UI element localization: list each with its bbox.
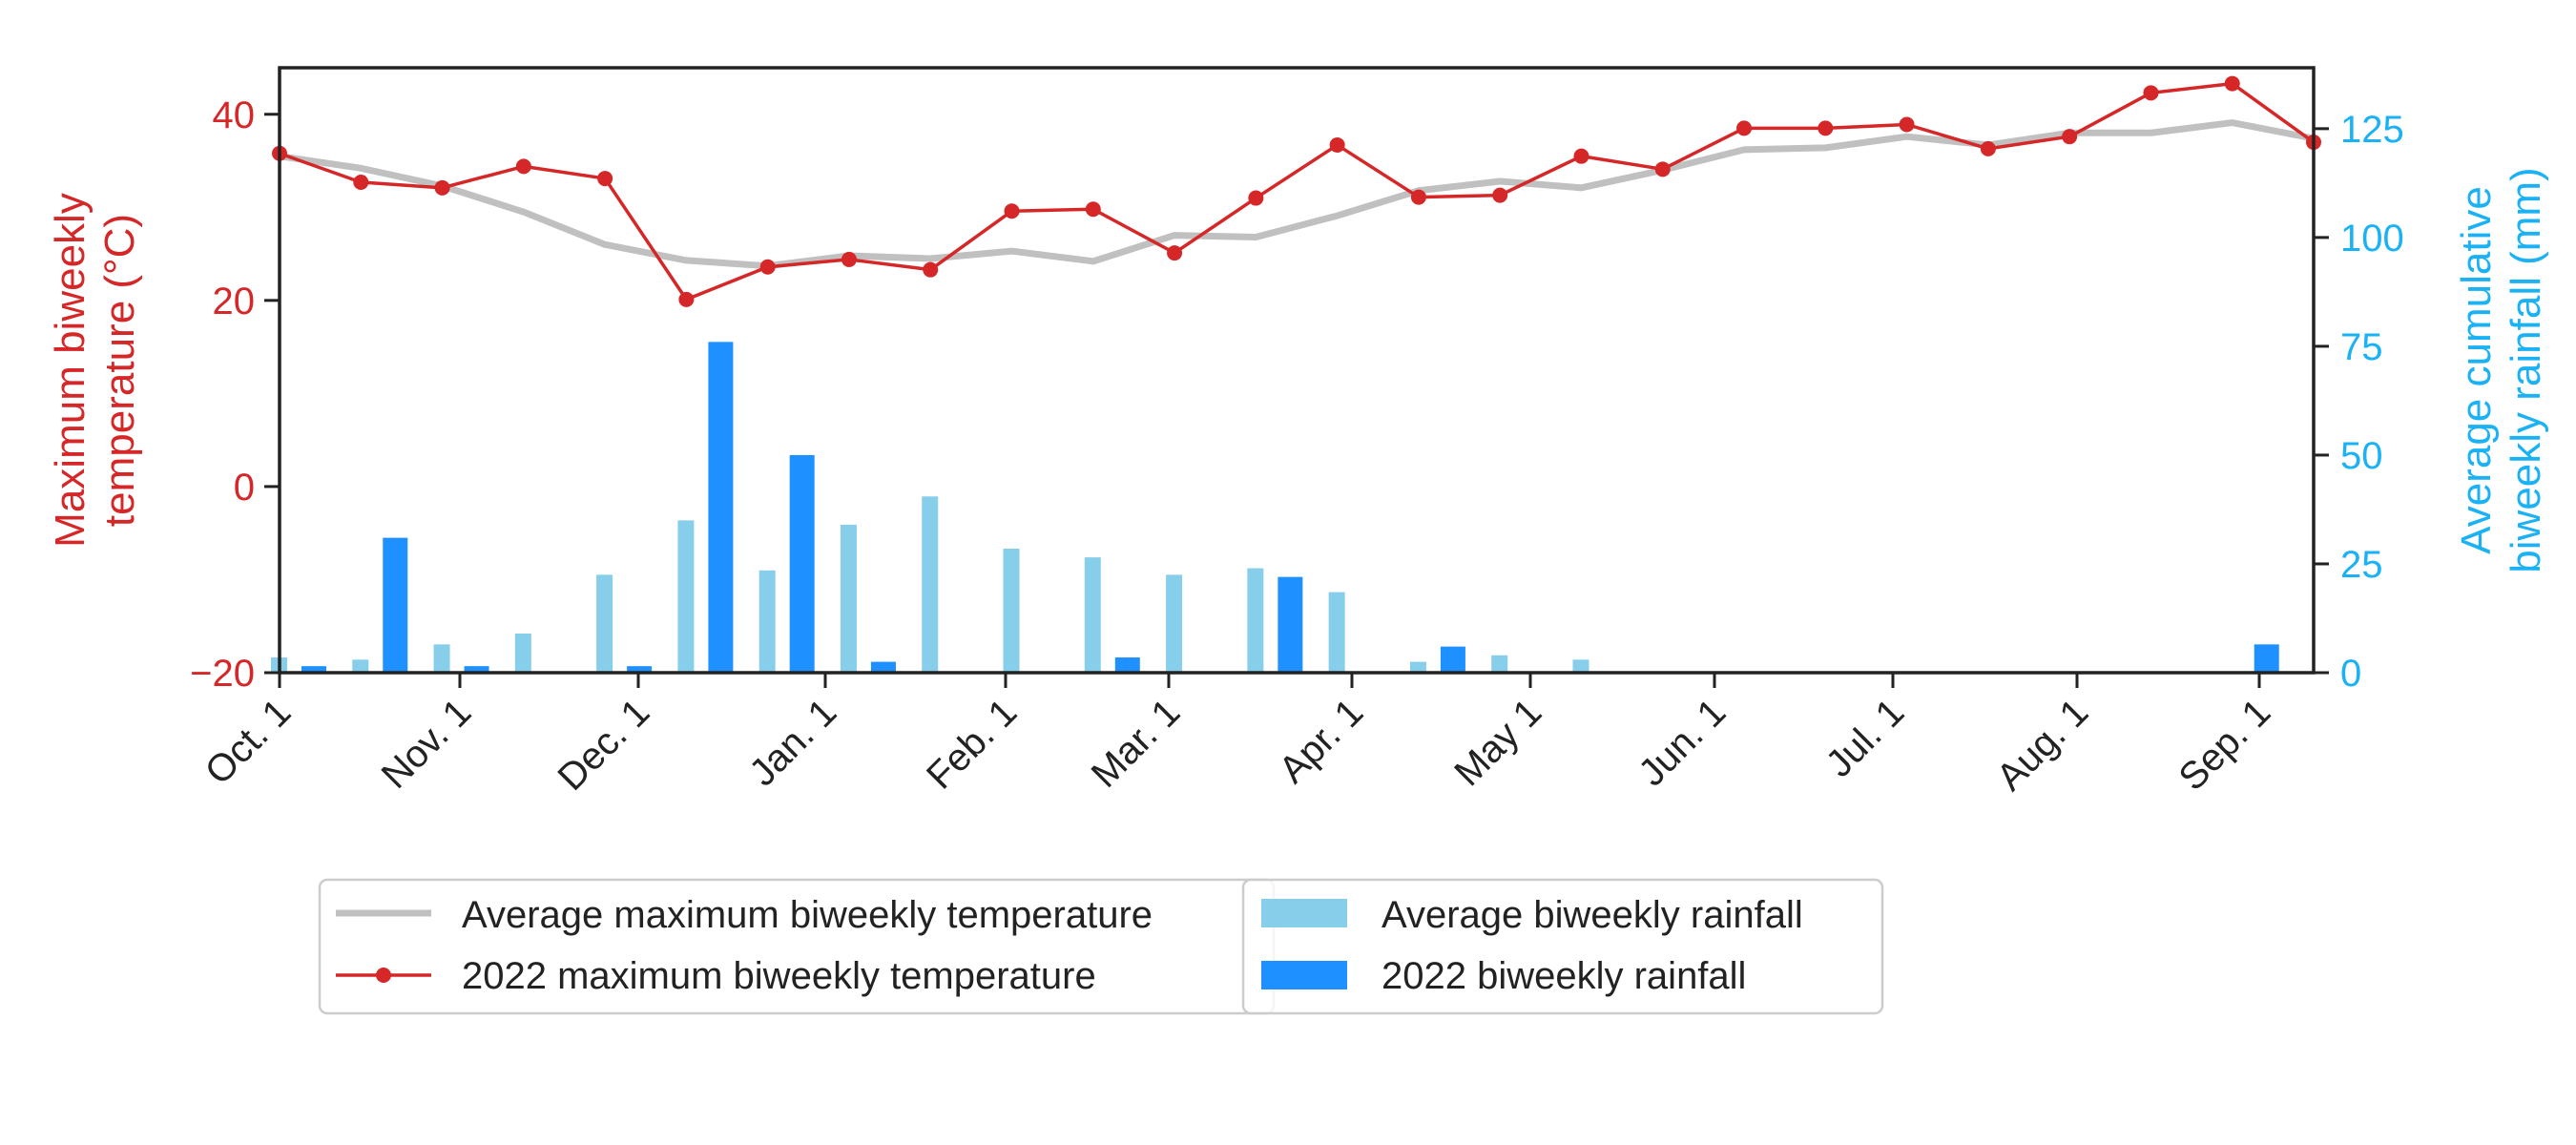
- temperature-2022-point: [1573, 148, 1589, 164]
- temperature-2022-point: [1492, 187, 1508, 203]
- temperature-2022-point: [1654, 161, 1671, 177]
- right-axis-ticks: 0 25 50 75 100 125: [2314, 109, 2404, 695]
- right-tick-label: 50: [2340, 435, 2383, 477]
- rainfall-2022-bar: [464, 666, 489, 673]
- temperature-2022-point: [1329, 136, 1345, 153]
- x-tick-label: Oct. 1: [197, 691, 300, 793]
- x-axis-ticks: Oct. 1 Nov. 1 Dec. 1 Jan. 1 Feb. 1 Mar. 1 Apr.…: [197, 673, 2278, 799]
- rainfall-2022-bar: [1440, 646, 1465, 673]
- temperature-lines: [272, 75, 2321, 307]
- rainfall-2022-bar: [383, 537, 408, 673]
- right-tick-label: 25: [2340, 544, 2383, 586]
- legend-label-2022-rain: 2022 biweekly rainfall: [1381, 955, 1746, 997]
- left-tick-label: −20: [190, 653, 255, 695]
- legend: Average maximum biweekly temperature 202…: [318, 878, 1884, 1015]
- avg-rainfall-bar: [596, 574, 613, 673]
- avg-rainfall-bar: [1247, 568, 1264, 673]
- legend-swatch-avg-rain: [1261, 899, 1347, 927]
- temperature-2022-line: [279, 81, 2316, 302]
- legend-label-avg-temp: Average maximum biweekly temperature: [462, 894, 1153, 936]
- temperature-2022-point: [434, 179, 450, 196]
- rainfall-2022-bar: [1114, 657, 1140, 673]
- temperature-2022-point: [2224, 75, 2240, 92]
- temperature-2022-point: [841, 251, 857, 267]
- x-tick-label: Jul. 1: [1818, 691, 1913, 785]
- x-tick-label: Jan. 1: [741, 691, 844, 794]
- right-axis-label-line1: Average cumulative: [2453, 186, 2500, 554]
- temperature-2022-point: [1004, 203, 1020, 219]
- avg-rainfall-bar: [840, 524, 857, 673]
- avg-rainfall-bar: [514, 633, 531, 673]
- rainfall-2022-bar: [2254, 644, 2279, 673]
- x-tick-label: Jun. 1: [1631, 691, 1734, 794]
- left-tick-label: 40: [213, 94, 256, 136]
- temperature-2022-point: [353, 174, 369, 190]
- temperature-2022-point: [2143, 85, 2159, 101]
- temperature-2022-point: [597, 171, 613, 187]
- left-tick-label: 20: [213, 281, 256, 323]
- temperature-2022-point: [1980, 140, 1996, 156]
- left-axis-label-line2: temperature (°C): [96, 214, 143, 527]
- temperature-2022-point: [1248, 190, 1264, 206]
- avg-rainfall-bar: [352, 659, 369, 673]
- x-tick-label: Feb. 1: [919, 691, 1025, 797]
- temperature-2022-point: [923, 261, 939, 278]
- right-tick-label: 100: [2340, 218, 2404, 260]
- legend-label-avg-rain: Average biweekly rainfall: [1381, 894, 1803, 936]
- avg-rainfall-bar: [433, 644, 450, 673]
- x-tick-label: Sep. 1: [2171, 691, 2278, 799]
- x-tick-label: Aug. 1: [1988, 691, 2096, 799]
- left-axis-ticks: −20 0 20 40: [190, 94, 280, 695]
- rainfall-2022-bar: [708, 342, 734, 673]
- avg-rainfall-bar: [922, 496, 939, 673]
- temperature-2022-point: [1167, 245, 1183, 261]
- x-tick-label: Nov. 1: [374, 691, 480, 797]
- temperature-2022-point: [1736, 120, 1753, 136]
- x-tick-label: May 1: [1446, 691, 1549, 794]
- avg-rainfall-bar: [758, 570, 776, 673]
- avg-rainfall-bar: [1003, 549, 1020, 673]
- left-tick-label: 0: [234, 467, 255, 509]
- right-tick-label: 125: [2340, 109, 2404, 151]
- legend-swatch-2022-rain: [1261, 961, 1347, 989]
- temperature-2022-point: [759, 259, 776, 275]
- avg-rainfall-bar: [677, 520, 695, 673]
- temperature-2022-point: [678, 291, 695, 307]
- x-tick-label: Dec. 1: [551, 691, 658, 799]
- rainfall-2022-bar: [301, 666, 326, 673]
- x-tick-label: Apr. 1: [1271, 691, 1371, 791]
- temperature-2022-point: [1899, 116, 1915, 133]
- right-axis-label-line2: biweekly rainfall (mm): [2503, 167, 2549, 572]
- plot-frame: [278, 66, 2316, 675]
- rainfall-2022-bar: [1278, 576, 1303, 673]
- temperature-2022-point: [1085, 201, 1101, 218]
- avg-rainfall-bar: [1084, 557, 1101, 673]
- avg-rainfall-bar: [1328, 592, 1345, 673]
- legend-label-2022-temp: 2022 maximum biweekly temperature: [462, 955, 1096, 997]
- legend-swatch-2022-temp-marker: [376, 968, 391, 983]
- rainfall-2022-bar: [627, 666, 653, 673]
- avg-rainfall-bar: [1491, 655, 1508, 673]
- right-tick-label: 0: [2340, 653, 2361, 695]
- temperature-2022-point: [515, 158, 531, 175]
- legend-box-right: [1241, 878, 1884, 1015]
- x-tick-label: Mar. 1: [1084, 691, 1189, 796]
- avg-rainfall-bar: [1166, 574, 1183, 673]
- temperature-2022-point: [1410, 189, 1426, 205]
- temperature-2022-point: [2062, 129, 2078, 145]
- avg-rainfall-bar: [1409, 661, 1426, 673]
- avg-rainfall-bar: [1572, 659, 1589, 673]
- rainfall-2022-bar: [870, 661, 896, 673]
- right-tick-label: 75: [2340, 326, 2383, 368]
- left-axis-label-line1: Maximum biweekly: [47, 193, 93, 548]
- rainfall-bars: [271, 342, 2279, 673]
- temperature-2022-point: [1818, 120, 1834, 136]
- rainfall-2022-bar: [789, 454, 815, 673]
